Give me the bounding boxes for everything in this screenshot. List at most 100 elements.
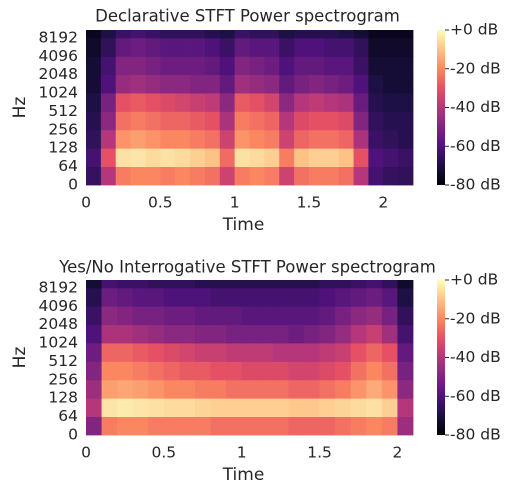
spectrogram-cell xyxy=(338,148,354,168)
spectrogram-cell xyxy=(323,30,340,39)
spectrogram-cell xyxy=(86,416,102,436)
spectrogram-cell xyxy=(398,56,414,76)
y-tick-label: 1024 xyxy=(39,84,78,102)
spectrogram-cell xyxy=(368,30,384,39)
spectrogram-cell xyxy=(100,111,117,131)
spectrogram-cell xyxy=(234,37,250,57)
spectrogram-cell xyxy=(175,56,191,76)
colorbar-tick-label: -80 dB xyxy=(450,176,501,194)
colorbar-tick-label: -40 dB xyxy=(450,98,501,116)
spectrogram-cell xyxy=(130,56,146,76)
spectrogram-cell xyxy=(279,129,295,149)
y-tick-label: 8192 xyxy=(39,28,78,46)
spectrogram-cell xyxy=(294,74,310,94)
spectrogram-cell xyxy=(100,74,117,94)
spectrogram-cell xyxy=(323,74,340,94)
spectrogram-cell xyxy=(381,398,398,418)
spectrogram-cell xyxy=(350,306,367,326)
spectrogram-cell xyxy=(100,56,117,76)
spectrogram-cell xyxy=(101,324,118,344)
spectrogram-cell xyxy=(249,111,265,131)
spectrogram-cell xyxy=(383,129,399,149)
spectrogram-cell xyxy=(398,111,414,131)
spectrogram-cell xyxy=(257,280,274,289)
spectrogram-cell xyxy=(397,379,414,399)
spectrogram-cell xyxy=(249,30,265,39)
spectrogram-cell xyxy=(353,37,369,57)
spectrogram-cell xyxy=(397,398,414,418)
spectrogram-cell xyxy=(148,379,165,399)
spectrogram-cell xyxy=(308,74,325,94)
spectrogram-cell xyxy=(226,416,243,436)
spectrogram-cell xyxy=(175,74,191,94)
spectrogram-cell xyxy=(366,280,383,289)
spectrogram-cell xyxy=(398,74,414,94)
spectrogram-cell xyxy=(323,56,340,76)
spectrogram-cell xyxy=(288,343,305,362)
spectrogram-cell xyxy=(381,306,398,326)
spectrogram-cell xyxy=(115,111,131,131)
spectrogram-cell xyxy=(130,129,146,149)
spectrogram-cell xyxy=(288,306,305,326)
spectrogram-cell xyxy=(115,74,131,94)
spectrogram-cell xyxy=(249,166,265,186)
spectrogram-cell xyxy=(101,343,118,362)
spectrogram-cell xyxy=(304,416,320,436)
spectrogram-cell xyxy=(398,93,414,112)
spectrogram-cell xyxy=(366,361,383,381)
spectrogram-cell xyxy=(264,93,280,112)
spectrogram-cell xyxy=(148,416,165,436)
spectrogram-cell xyxy=(204,166,221,186)
spectrogram-cell xyxy=(145,74,161,94)
spectrogram-cell xyxy=(338,166,354,186)
spectrogram-cell xyxy=(86,93,102,112)
colorbar-tick-label: -80 dB xyxy=(450,426,501,444)
spectrogram-cell xyxy=(257,324,274,344)
spectrogram-cell xyxy=(350,324,367,344)
spectrogram-cell xyxy=(148,287,165,307)
spectrogram-cell xyxy=(226,324,243,344)
spectrogram-cell xyxy=(130,111,146,131)
spectrogram-cell xyxy=(86,287,102,307)
spectrogram-panel: Yes/No Interrogative STFT Power spectrog… xyxy=(10,258,501,483)
spectrogram-cell xyxy=(210,379,227,399)
spectrogram-cell xyxy=(219,111,236,131)
spectrogram-cell xyxy=(304,280,320,289)
y-tick-label: 0 xyxy=(68,176,78,194)
spectrogram-cell xyxy=(368,111,384,131)
spectrogram-cell xyxy=(319,361,336,381)
spectrogram-cell xyxy=(272,324,289,344)
spectrogram-cell xyxy=(350,379,367,399)
x-tick-label: 0 xyxy=(81,444,91,462)
spectrogram-cell xyxy=(368,93,384,112)
spectrogram-cell xyxy=(366,398,383,418)
spectrogram-cell xyxy=(279,93,295,112)
spectrogram-cell xyxy=(86,148,102,168)
y-tick-label: 512 xyxy=(48,352,78,370)
x-tick-label: 1.5 xyxy=(297,194,322,212)
spectrogram-cell xyxy=(234,129,250,149)
spectrogram-cell xyxy=(148,361,165,381)
spectrogram-cell xyxy=(148,280,165,289)
spectrogram-cell xyxy=(264,74,280,94)
spectrogram-cell xyxy=(338,111,354,131)
spectrogram-cell xyxy=(381,361,398,381)
spectrogram-cell xyxy=(319,306,336,326)
spectrogram-cell xyxy=(319,324,336,344)
spectrogram-cell xyxy=(335,280,352,289)
spectrogram-cell xyxy=(397,287,414,307)
spectrogram-cell xyxy=(117,416,134,436)
spectrogram-cell xyxy=(304,306,320,326)
spectrogram-cell xyxy=(115,56,131,76)
spectrogram-cell xyxy=(145,93,161,112)
spectrogram-cell xyxy=(130,148,146,168)
spectrogram-cell xyxy=(335,287,352,307)
spectrogram-cell xyxy=(219,74,236,94)
spectrogram-cell xyxy=(226,287,243,307)
spectrogram-cell xyxy=(219,166,236,186)
spectrogram-cell xyxy=(219,148,236,168)
spectrogram-cell xyxy=(86,56,102,76)
spectrogram-cell xyxy=(241,343,258,362)
spectrogram-cell xyxy=(115,30,131,39)
